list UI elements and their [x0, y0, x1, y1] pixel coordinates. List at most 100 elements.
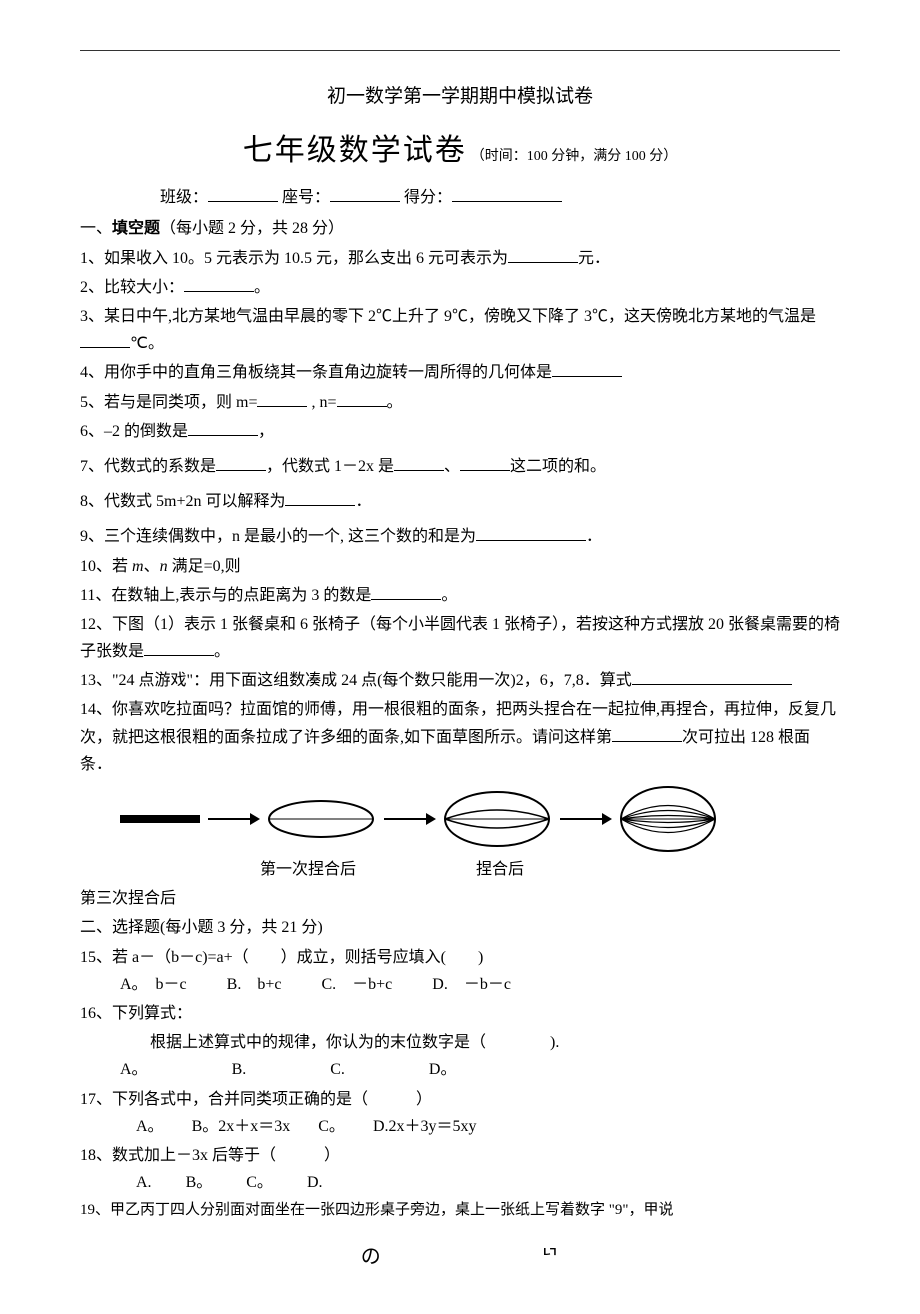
q16-a[interactable]: A。 [120, 1056, 148, 1083]
q16-options: A。 B. C. D。 [80, 1056, 840, 1083]
q6-blank[interactable] [188, 420, 258, 436]
q11-text: 11、在数轴上,表示与的点距离为 3 的数是 [80, 587, 371, 604]
q5-text: 5、若与是同类项，则 m= [80, 394, 257, 411]
q7: 7、代数式的系数是，代数式 1－2x 是、这二项的和。 [80, 453, 840, 480]
noodle-labels: 第一次捏合后 捏合后 [80, 856, 840, 883]
q17-c[interactable]: C。 [318, 1113, 345, 1140]
s1-suffix: （每小题 2 分，共 28 分） [160, 220, 344, 237]
q8: 8、代数式 5m+2n 可以解释为 ． [80, 488, 840, 515]
q18-b[interactable]: B。 [186, 1169, 213, 1196]
q13-blank[interactable] [632, 669, 792, 685]
q15-a[interactable]: A。 b－c [120, 971, 187, 998]
q8-tail: ． [355, 493, 371, 510]
q15-d[interactable]: D. －b－c [432, 971, 511, 998]
q9: 9、三个连续偶数中，n 是最小的一个, 这三个数的和是为． [80, 523, 840, 550]
q16b: 根据上述算式中的规律，你认为的末位数字是（ ). [80, 1029, 840, 1056]
q4-blank[interactable] [552, 361, 622, 377]
q1: 1、如果收入 10。5 元表示为 10.5 元，那么支出 6 元可表示为 元． [80, 245, 840, 272]
noodle-stage-0 [120, 815, 200, 823]
q17-a[interactable]: A。 [136, 1113, 164, 1140]
q18-c[interactable]: C。 [246, 1169, 273, 1196]
subtitle: 初一数学第一学期期中模拟试卷 [80, 81, 840, 113]
q2-tail: 。 [254, 279, 270, 296]
seat-label: 座号： [282, 189, 330, 206]
q2-text: 2、比较大小： [80, 279, 184, 296]
q15-options: A。 b－c B. b+c C. －b+c D. －b－c [80, 971, 840, 998]
q15-b[interactable]: B. b+c [227, 971, 282, 998]
q10: 10、若 m、n 满足=0,则 [80, 553, 840, 580]
title-row: 七年级数学试卷 （时间：100 分钟，满分 100 分） [80, 125, 840, 176]
q12-tail: 。 [214, 643, 230, 660]
seat-blank[interactable] [330, 186, 400, 202]
q9-blank[interactable] [476, 525, 586, 541]
q7-blank3[interactable] [460, 455, 510, 471]
noodle-label-2: 捏合后 [476, 856, 524, 883]
q11-tail: 。 [441, 587, 457, 604]
q7a: 7、代数式的系数是 [80, 458, 216, 475]
q5-blank-n[interactable] [337, 391, 387, 407]
page-title-suffix: （时间：100 分钟，满分 100 分） [471, 149, 678, 164]
q1-tail: 元． [578, 250, 610, 267]
q10-text: 10、若 m、n 满足=0,则 [80, 558, 241, 575]
q15: 15、若 a－（b－c)=a+（ ）成立，则括号应填入( ) [80, 944, 840, 971]
noodle-diagram [80, 784, 840, 854]
arrow-icon [382, 809, 436, 829]
q19: 19、甲乙丙丁四人分别面对面坐在一张四边形桌子旁边，桌上一张纸上写着数字 "9"… [80, 1198, 840, 1224]
section-1-title: 一、填空题（每小题 2 分，共 28 分） [80, 215, 840, 242]
q14-blank[interactable] [612, 726, 682, 742]
q1-blank[interactable] [508, 247, 578, 263]
q18-a[interactable]: A. [136, 1169, 152, 1196]
q16-c[interactable]: C. [330, 1056, 345, 1083]
q11-blank[interactable] [371, 584, 441, 600]
page-title: 七年级数学试卷 [243, 134, 467, 167]
q2-blank[interactable] [184, 276, 254, 292]
top-rule [80, 50, 840, 51]
q16a: 16、下列算式： [80, 1000, 840, 1027]
q3-tail: ℃。 [130, 335, 164, 352]
q7b: ，代数式 1－2x 是 [266, 458, 394, 475]
score-label: 得分： [404, 189, 452, 206]
q17-b[interactable]: B。2x＋x＝3x [192, 1113, 291, 1140]
q12: 12、下图（1）表示 1 张餐桌和 6 张椅子（每个小半圆代表 1 张椅子），若… [80, 611, 840, 665]
class-label: 班级： [160, 189, 208, 206]
q4-text: 4、用你手中的直角三角板绕其一条直角边旋转一周所得的几何体是 [80, 364, 552, 381]
q5-blank-m[interactable] [257, 391, 307, 407]
q13: 13、"24 点游戏"：用下面这组数凑成 24 点(每个数只能用一次)2，6，7… [80, 667, 840, 694]
q17-d[interactable]: D.2x＋3y＝5xy [373, 1113, 477, 1140]
q15-c[interactable]: C. －b+c [321, 971, 392, 998]
q12-blank[interactable] [144, 640, 214, 656]
section-2-title: 二、选择题(每小题 3 分，共 21 分) [80, 914, 840, 941]
noodle-label-1: 第一次捏合后 [260, 856, 356, 883]
q18-options: A. B。 C。 D. [80, 1169, 840, 1196]
q14: 14、你喜欢吃拉面吗？拉面馆的师傅，用一根很粗的面条，把两头捏合在一起拉伸,再捏… [80, 696, 840, 778]
q16-b[interactable]: B. [232, 1056, 247, 1083]
q8-blank[interactable] [285, 490, 355, 506]
noodle-stage-2 [442, 789, 552, 849]
q7-blank1[interactable] [216, 455, 266, 471]
q1-text: 1、如果收入 10。5 元表示为 10.5 元，那么支出 6 元可表示为 [80, 250, 508, 267]
class-blank[interactable] [208, 186, 278, 202]
q5-tail: 。 [387, 394, 403, 411]
q3-text: 3、某日中午,北方某地气温由早晨的零下 2℃上升了 9℃，傍晚又下降了 3℃，这… [80, 308, 816, 325]
score-blank[interactable] [452, 186, 562, 202]
noodle-stage-1 [266, 796, 376, 842]
q18-d[interactable]: D. [307, 1169, 323, 1196]
arrow-icon [558, 809, 612, 829]
q9-tail: ． [586, 528, 602, 545]
noodle-stage-3 [618, 784, 718, 854]
q2: 2、比较大小： 。 [80, 274, 840, 301]
footer-glyphs: の ᄓ [80, 1240, 840, 1274]
q7d: 这二项的和。 [510, 458, 606, 475]
footer-left-glyph: の [361, 1240, 381, 1274]
q6: 6、–2 的倒数是， [80, 418, 840, 445]
footer-right-glyph: ᄓ [541, 1240, 559, 1274]
arrow-icon [206, 809, 260, 829]
s1-bold: 填空题 [112, 220, 160, 237]
q16-d[interactable]: D。 [429, 1056, 457, 1083]
student-info-row: 班级： 座号： 得分： [80, 184, 840, 211]
q3-blank[interactable] [80, 332, 130, 348]
q17-options: A。 B。2x＋x＝3x C。 D.2x＋3y＝5xy [80, 1113, 840, 1140]
q8-text: 8、代数式 5m+2n 可以解释为 [80, 493, 285, 510]
q7-blank2[interactable] [394, 455, 444, 471]
after-third-label: 第三次捏合后 [80, 885, 840, 912]
